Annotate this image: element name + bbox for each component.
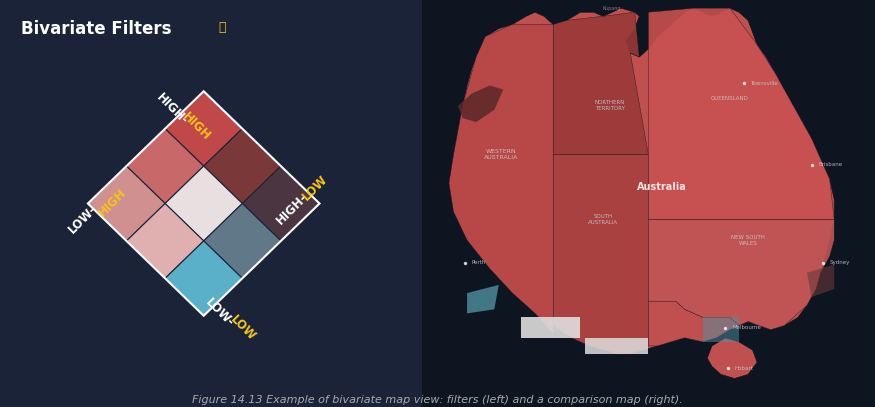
Text: Hobart: Hobart [734,366,753,371]
Polygon shape [204,129,281,204]
Polygon shape [648,220,834,330]
Polygon shape [807,265,834,297]
Polygon shape [648,8,834,220]
Polygon shape [165,241,242,316]
Text: Bivariate Filters: Bivariate Filters [21,20,172,38]
Text: Brisbane: Brisbane [818,162,843,167]
Text: Perth: Perth [472,260,486,265]
Text: LOW: LOW [299,173,330,204]
Polygon shape [88,91,319,316]
Polygon shape [449,24,553,334]
Polygon shape [127,204,204,278]
Text: LOW-: LOW- [66,202,100,236]
Polygon shape [458,85,503,122]
Text: NORTHERN
TERRITORY: NORTHERN TERRITORY [595,101,625,111]
Polygon shape [449,8,834,354]
Polygon shape [522,317,580,338]
Text: QUEENSLAND: QUEENSLAND [711,95,749,100]
Polygon shape [648,301,739,346]
Text: LOW: LOW [228,313,258,343]
Polygon shape [204,204,281,278]
Text: WESTERN
AUSTRALIA: WESTERN AUSTRALIA [484,149,518,160]
Polygon shape [165,91,242,166]
Text: LOW-: LOW- [203,296,236,330]
Text: Townsville: Townsville [751,81,778,86]
Polygon shape [703,317,739,342]
Text: Sydney: Sydney [830,260,850,265]
Text: Australia: Australia [637,182,687,192]
Polygon shape [127,129,204,204]
Polygon shape [242,166,319,241]
Text: SOUTH
AUSTRALIA: SOUTH AUSTRALIA [588,214,618,225]
Polygon shape [467,285,499,313]
Polygon shape [553,155,648,354]
Text: HIGH: HIGH [179,110,213,143]
Text: Melbourne: Melbourne [732,325,761,330]
Polygon shape [165,166,242,241]
Text: HIGH-: HIGH- [274,190,311,227]
Text: Kupang: Kupang [603,6,621,11]
Text: Figure 14.13 Example of bivariate map view: filters (left) and a comparison map : Figure 14.13 Example of bivariate map vi… [192,395,682,405]
Polygon shape [553,12,648,155]
Text: HIGH-: HIGH- [154,90,191,127]
Polygon shape [707,338,757,379]
Text: NEW SOUTH
WALES: NEW SOUTH WALES [732,235,765,245]
Text: HIGH: HIGH [95,186,129,219]
Polygon shape [584,338,648,354]
Polygon shape [88,166,165,241]
Text: ⓘ: ⓘ [219,21,226,34]
